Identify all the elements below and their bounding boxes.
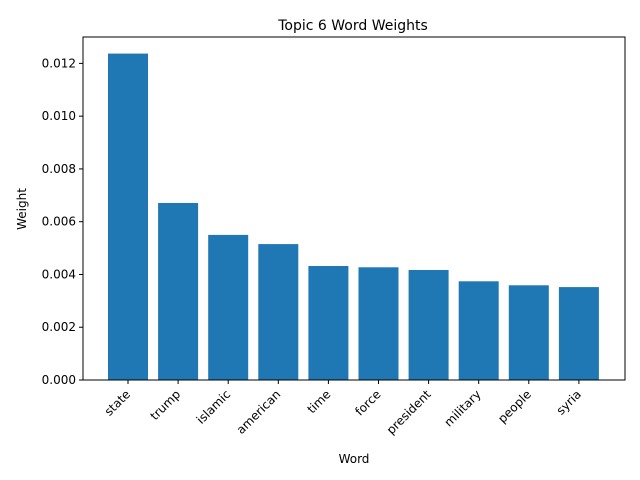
- bar-islamic: [208, 234, 249, 380]
- y-tick-label: 0.006: [42, 215, 76, 229]
- bar-people: [508, 285, 549, 380]
- x-tick-label: syria: [554, 387, 584, 417]
- y-axis-label: Weight: [15, 188, 29, 230]
- x-axis-ticks: state trump islamic american time force presid…: [102, 380, 584, 437]
- x-tick-label: force: [352, 387, 383, 418]
- y-tick-label: 0.008: [42, 162, 76, 176]
- bar-time: [308, 266, 349, 380]
- bar-syria: [558, 287, 599, 380]
- plot-frame: [82, 36, 626, 381]
- bar-trump: [158, 203, 199, 380]
- y-tick-label: 0.002: [42, 320, 76, 334]
- x-tick-label: american: [234, 387, 284, 437]
- y-tick-label: 0.010: [42, 109, 76, 123]
- y-tick-label: 0.000: [42, 373, 76, 387]
- chart-title: Topic 6 Word Weights: [277, 18, 428, 34]
- x-axis-label: Word: [339, 452, 370, 466]
- bars-group: [108, 53, 599, 380]
- x-tick-label: trump: [147, 387, 183, 423]
- y-tick-label: 0.004: [42, 267, 76, 281]
- x-tick-label: state: [102, 387, 133, 418]
- x-tick-label: time: [304, 387, 333, 416]
- bar-president: [408, 270, 449, 380]
- bar-force: [358, 267, 399, 380]
- x-tick-label: president: [384, 387, 434, 437]
- x-tick-label: military: [442, 387, 484, 429]
- bar-state: [108, 53, 148, 380]
- x-tick-label: people: [495, 387, 534, 426]
- y-axis-ticks: 0.000 0.002 0.004 0.006 0.008 0.010 0.012: [42, 56, 83, 387]
- bar-military: [458, 281, 499, 380]
- y-tick-label: 0.012: [42, 56, 76, 70]
- x-tick-label: islamic: [194, 387, 234, 427]
- bar-american: [258, 244, 299, 380]
